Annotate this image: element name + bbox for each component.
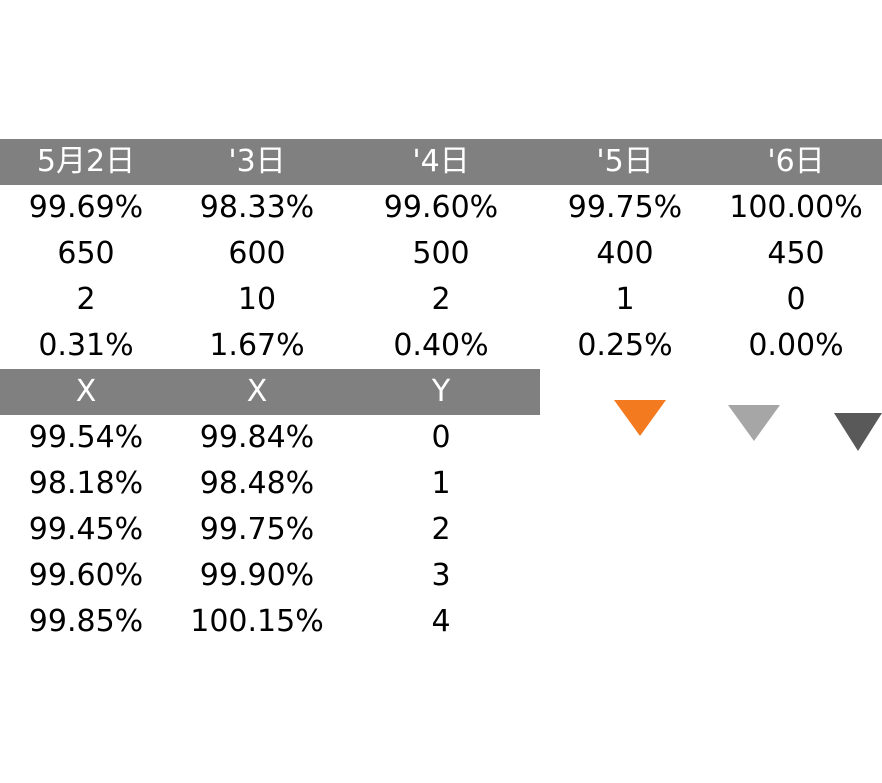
header-cell-4: '6日 xyxy=(767,144,825,179)
header-cell-x2: X xyxy=(246,374,268,409)
table-cell: 99.69% xyxy=(28,190,144,225)
table-cell: 500 xyxy=(412,236,470,271)
dark-gray-triangle-shape xyxy=(834,413,882,451)
dark-gray-triangle-icon xyxy=(834,413,882,451)
header-cell-1: '3日 xyxy=(228,144,286,179)
table-cell: 3 xyxy=(431,558,451,593)
table-cell: 400 xyxy=(596,236,654,271)
table-cell: 98.18% xyxy=(28,466,144,501)
table-cell: 1 xyxy=(615,282,635,317)
table-cell: 2 xyxy=(431,282,451,317)
table-cell: 99.75% xyxy=(199,512,315,547)
table-cell: 98.48% xyxy=(199,466,315,501)
table-cell: 99.85% xyxy=(28,604,144,639)
top-table-header-band xyxy=(0,139,882,185)
table-cell: 10 xyxy=(237,282,277,317)
table-cell: 450 xyxy=(767,236,825,271)
table-cell: 600 xyxy=(228,236,286,271)
light-gray-triangle-shape xyxy=(728,405,780,441)
light-gray-triangle-icon xyxy=(728,405,780,441)
header-cell-0: 5月2日 xyxy=(36,144,136,179)
table-cell: 0 xyxy=(431,420,451,455)
table-cell: 2 xyxy=(431,512,451,547)
table-cell: 100.15% xyxy=(190,604,324,639)
table-cell: 650 xyxy=(57,236,115,271)
bottom-table-header-band xyxy=(0,369,540,415)
table-cell: 99.60% xyxy=(28,558,144,593)
orange-triangle-shape xyxy=(614,400,666,436)
table-cell: 99.84% xyxy=(199,420,315,455)
table-cell: 99.60% xyxy=(383,190,499,225)
header-cell-y: Y xyxy=(431,374,451,409)
table-cell: 0.00% xyxy=(748,328,844,363)
table-cell: 0 xyxy=(786,282,806,317)
header-cell-2: '4日 xyxy=(412,144,470,179)
table-cell: 0.40% xyxy=(393,328,489,363)
table-cell: 99.90% xyxy=(199,558,315,593)
table-cell: 99.75% xyxy=(567,190,683,225)
table-cell: 4 xyxy=(431,604,451,639)
table-cell: 100.00% xyxy=(729,190,863,225)
table-cell: 98.33% xyxy=(199,190,315,225)
header-cell-x1: X xyxy=(75,374,97,409)
table-cell: 0.31% xyxy=(38,328,134,363)
header-cell-3: '5日 xyxy=(596,144,654,179)
table-cell: 99.54% xyxy=(28,420,144,455)
table-cell: 2 xyxy=(76,282,96,317)
table-cell: 0.25% xyxy=(577,328,673,363)
table-cell: 1.67% xyxy=(209,328,305,363)
orange-triangle-icon xyxy=(614,400,666,436)
table-cell: 99.45% xyxy=(28,512,144,547)
table-cell: 1 xyxy=(431,466,451,501)
